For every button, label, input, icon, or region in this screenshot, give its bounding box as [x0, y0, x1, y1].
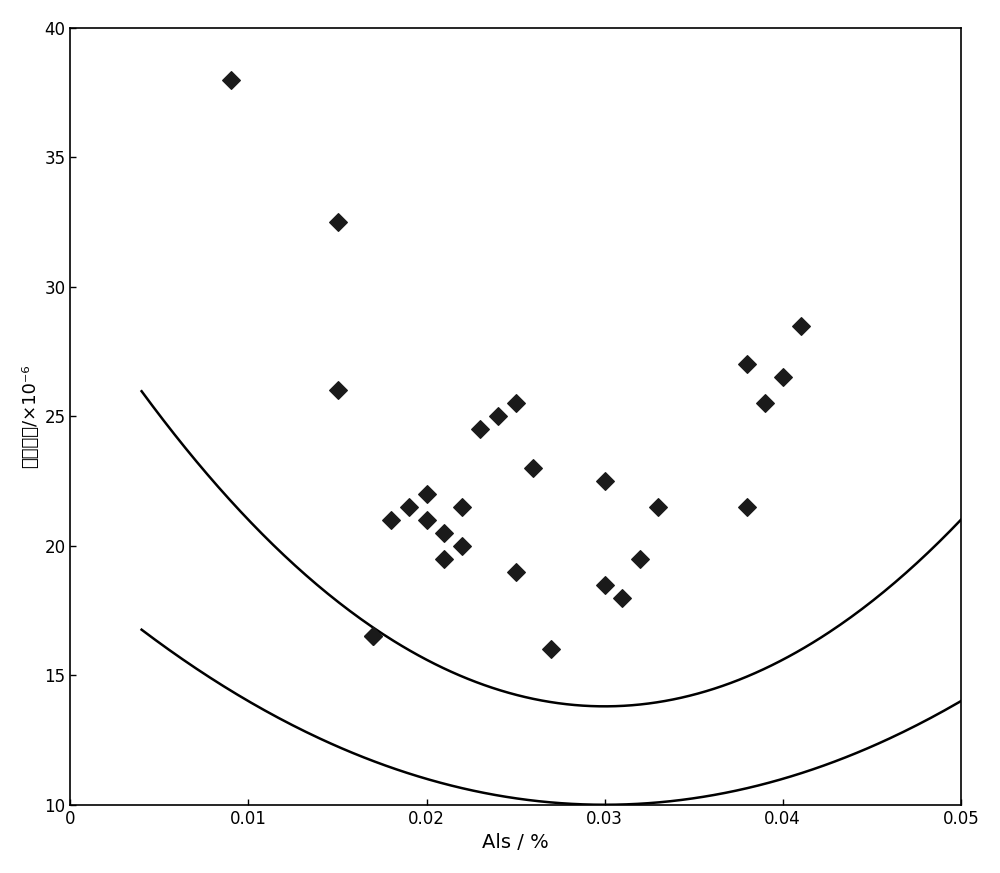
Point — [365, 629, 381, 643]
X-axis label: Als / %: Als / % — [482, 833, 549, 852]
Point — [793, 319, 809, 333]
Point — [508, 565, 524, 579]
Point — [543, 643, 559, 656]
Point — [597, 474, 613, 488]
Point — [436, 552, 452, 566]
Point — [436, 526, 452, 540]
Point — [757, 396, 773, 410]
Point — [775, 370, 791, 384]
Point — [472, 423, 488, 436]
Point — [597, 578, 613, 592]
Point — [419, 513, 435, 527]
Point — [383, 513, 399, 527]
Point — [614, 591, 630, 605]
Point — [490, 409, 506, 423]
Point — [525, 461, 541, 475]
Point — [632, 552, 648, 566]
Y-axis label: 夹杂总量/×10⁻⁶: 夹杂总量/×10⁻⁶ — [21, 365, 39, 468]
Point — [508, 396, 524, 410]
Point — [650, 500, 666, 514]
Point — [330, 215, 346, 229]
Point — [454, 539, 470, 553]
Point — [401, 500, 417, 514]
Point — [330, 383, 346, 397]
Point — [419, 487, 435, 501]
Point — [739, 500, 755, 514]
Point — [739, 358, 755, 372]
Point — [223, 72, 239, 86]
Point — [365, 629, 381, 643]
Point — [454, 500, 470, 514]
